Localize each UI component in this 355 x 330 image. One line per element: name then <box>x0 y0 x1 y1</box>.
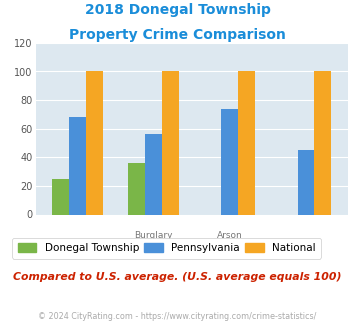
Bar <box>162 72 179 214</box>
Text: Burglary: Burglary <box>134 231 173 240</box>
Text: All Property Crime: All Property Crime <box>36 245 119 254</box>
Text: Property Crime Comparison: Property Crime Comparison <box>69 28 286 42</box>
Text: © 2024 CityRating.com - https://www.cityrating.com/crime-statistics/: © 2024 CityRating.com - https://www.city… <box>38 312 317 321</box>
Text: 2018 Donegal Township: 2018 Donegal Township <box>84 3 271 17</box>
Bar <box>222 109 238 214</box>
Text: Compared to U.S. average. (U.S. average equals 100): Compared to U.S. average. (U.S. average … <box>13 272 342 282</box>
Bar <box>315 72 331 214</box>
Bar <box>86 72 103 214</box>
Bar <box>69 117 86 214</box>
Text: Arson: Arson <box>217 231 243 240</box>
Bar <box>297 150 315 214</box>
Text: Larceny & Theft: Larceny & Theft <box>118 245 190 254</box>
Bar <box>129 163 145 215</box>
Legend: Donegal Township, Pennsylvania, National: Donegal Township, Pennsylvania, National <box>12 238 321 258</box>
Bar <box>238 72 255 214</box>
Bar <box>52 179 69 214</box>
Text: Motor Vehicle Theft: Motor Vehicle Theft <box>186 245 274 254</box>
Bar <box>145 134 162 214</box>
